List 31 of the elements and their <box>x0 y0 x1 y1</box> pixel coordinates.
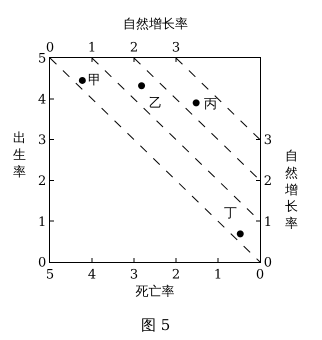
y-tick-label: 3 <box>38 133 46 148</box>
x2-tick-label: 3 <box>172 40 180 56</box>
x-tick-label: 4 <box>88 268 96 283</box>
y-tick-label: 4 <box>38 92 46 108</box>
point <box>236 230 244 238</box>
annotation: 甲 <box>88 73 101 88</box>
x2-tick-label: 1 <box>88 40 96 56</box>
x-tick-label: 3 <box>130 268 138 283</box>
y2-tick-label: 2 <box>264 174 272 189</box>
y2-axis-title: 自然增长率 <box>284 149 298 232</box>
y2-tick-label: 1 <box>264 214 272 230</box>
y2-tick-label: 0 <box>264 256 272 271</box>
y2-tick-label: 3 <box>264 133 272 148</box>
x2-axis-title: 自然增长率 <box>123 16 188 32</box>
x-tick-label: 0 <box>256 268 264 283</box>
caption: 图 5 <box>141 316 170 334</box>
point <box>78 76 86 84</box>
annotation: 丙 <box>204 97 217 112</box>
x-tick-label: 1 <box>214 268 222 283</box>
point <box>138 82 146 90</box>
point <box>192 99 200 106</box>
y-tick-label: 1 <box>38 214 46 230</box>
y-axis-title: 出生率 <box>13 131 26 180</box>
y-tick-label: 2 <box>38 174 46 189</box>
y-tick-label: 5 <box>38 52 46 67</box>
annotation: 丁 <box>224 206 237 221</box>
x-axis-title: 死亡率 <box>136 283 174 300</box>
annotation: 乙 <box>149 96 162 111</box>
x-tick-label: 2 <box>172 268 180 283</box>
y-tick-label: 0 <box>38 256 46 271</box>
x2-tick-label: 2 <box>130 40 138 56</box>
